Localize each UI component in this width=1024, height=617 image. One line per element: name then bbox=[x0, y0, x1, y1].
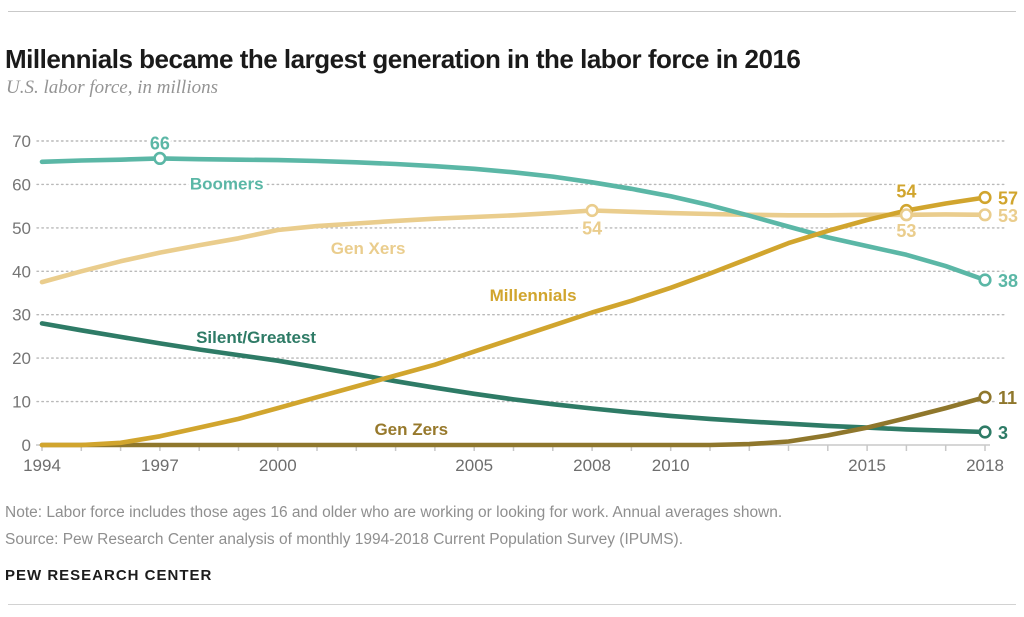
footnotes: Note: Labor force includes those ages 16… bbox=[5, 499, 782, 553]
svg-text:2015: 2015 bbox=[848, 456, 886, 475]
svg-text:10: 10 bbox=[12, 393, 31, 412]
svg-text:57: 57 bbox=[998, 189, 1018, 209]
svg-text:66: 66 bbox=[150, 133, 170, 153]
svg-text:Silent/Greatest: Silent/Greatest bbox=[196, 328, 316, 347]
chart-svg: 0 10 20 30 40 50 60 70 1994 1997 2000 2005 2008 2010 2… bbox=[12, 131, 1020, 475]
svg-text:2010: 2010 bbox=[652, 456, 690, 475]
svg-text:Millennials: Millennials bbox=[490, 286, 577, 305]
svg-text:50: 50 bbox=[12, 219, 31, 238]
svg-text:3: 3 bbox=[998, 423, 1008, 443]
brand-footer: PEW RESEARCH CENTER bbox=[5, 567, 213, 584]
svg-text:2018: 2018 bbox=[966, 456, 1004, 475]
svg-text:Gen Xers: Gen Xers bbox=[331, 239, 406, 258]
svg-text:Boomers: Boomers bbox=[190, 175, 264, 194]
svg-text:53: 53 bbox=[896, 221, 916, 241]
svg-text:0: 0 bbox=[22, 436, 31, 455]
chart-subtitle: U.S. labor force, in millions bbox=[6, 77, 218, 98]
svg-text:2000: 2000 bbox=[259, 456, 297, 475]
svg-text:Gen Zers: Gen Zers bbox=[374, 420, 448, 439]
svg-text:2008: 2008 bbox=[573, 456, 611, 475]
svg-text:54: 54 bbox=[896, 182, 916, 202]
svg-text:60: 60 bbox=[12, 175, 31, 194]
svg-text:20: 20 bbox=[12, 349, 31, 368]
bottom-rule bbox=[8, 604, 1016, 605]
svg-text:1997: 1997 bbox=[141, 456, 179, 475]
source-text: Source: Pew Research Center analysis of … bbox=[5, 531, 684, 548]
svg-text:53: 53 bbox=[998, 206, 1018, 226]
svg-text:11: 11 bbox=[998, 388, 1017, 408]
svg-text:2005: 2005 bbox=[455, 456, 493, 475]
svg-text:38: 38 bbox=[998, 271, 1018, 291]
svg-text:54: 54 bbox=[582, 219, 602, 239]
svg-text:1994: 1994 bbox=[23, 456, 61, 475]
note-text: Note: Labor force includes those ages 16… bbox=[5, 504, 783, 521]
svg-text:40: 40 bbox=[12, 262, 31, 281]
chart-title: Millennials became the largest generatio… bbox=[5, 44, 801, 75]
top-rule bbox=[8, 11, 1016, 12]
line-chart: 0 10 20 30 40 50 60 70 1994 1997 2000 2005 2008 2010 2… bbox=[0, 118, 1024, 500]
svg-text:70: 70 bbox=[12, 132, 31, 151]
svg-text:30: 30 bbox=[12, 306, 31, 325]
